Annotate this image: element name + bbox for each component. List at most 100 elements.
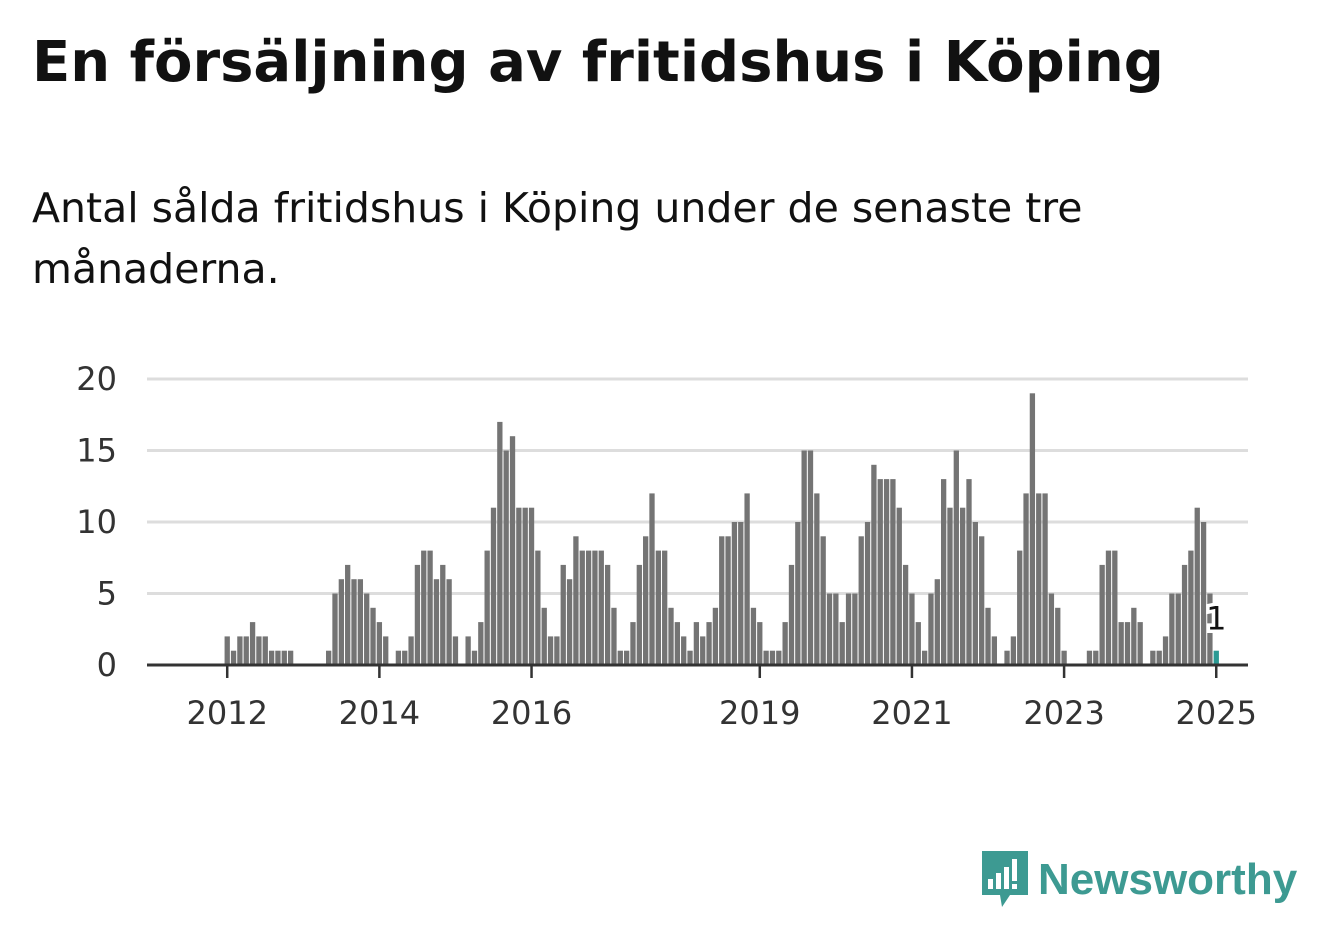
bar	[332, 593, 338, 665]
bar	[1169, 593, 1175, 665]
bar	[788, 564, 795, 665]
bar	[674, 622, 681, 665]
bar	[858, 536, 864, 665]
bar	[668, 607, 674, 665]
grid-lines	[147, 377, 1248, 595]
bar	[592, 550, 598, 665]
bar	[364, 593, 370, 665]
bar	[706, 622, 712, 665]
bar	[1048, 593, 1055, 665]
bar	[636, 564, 642, 665]
bar	[655, 550, 661, 665]
bar	[769, 650, 776, 665]
bar	[1194, 507, 1200, 665]
bar	[262, 636, 268, 665]
bar	[281, 650, 287, 665]
bar	[833, 593, 839, 665]
x-tick-label: 2023	[1023, 694, 1104, 732]
bar	[497, 421, 503, 665]
bar	[370, 607, 376, 665]
bar	[351, 579, 357, 665]
bar	[953, 450, 959, 665]
bar	[1036, 493, 1042, 665]
brand-name: Newsworthy	[1038, 855, 1298, 904]
bar	[1061, 650, 1067, 665]
bar	[433, 579, 440, 665]
bar	[909, 593, 915, 665]
bar	[738, 522, 744, 665]
bar	[585, 550, 592, 665]
bar	[934, 579, 940, 665]
bar	[643, 536, 649, 665]
bar	[979, 536, 985, 665]
bar	[947, 507, 953, 665]
bar	[275, 650, 281, 665]
bar	[662, 550, 668, 665]
bar	[1162, 636, 1169, 665]
bar	[649, 493, 655, 665]
bar	[471, 650, 478, 665]
bar	[921, 650, 928, 665]
bar	[230, 650, 237, 665]
bar	[490, 507, 497, 665]
bar	[623, 650, 630, 665]
bar	[598, 550, 604, 665]
bar	[991, 636, 998, 665]
bar	[604, 564, 611, 665]
bar	[1029, 393, 1036, 665]
bar	[871, 464, 877, 665]
bar	[1099, 564, 1105, 665]
bar	[1188, 550, 1194, 665]
bar	[256, 636, 262, 665]
bar	[801, 450, 807, 665]
bar	[966, 479, 972, 665]
bar	[383, 636, 389, 665]
bar	[547, 636, 554, 665]
bar	[712, 607, 719, 665]
bar	[611, 607, 617, 665]
bar	[249, 622, 256, 665]
bar	[940, 479, 947, 665]
bar	[744, 493, 750, 665]
bar	[566, 579, 573, 665]
bar	[573, 536, 579, 665]
bar	[427, 550, 433, 665]
bar	[326, 650, 332, 665]
bar	[814, 493, 820, 665]
bar	[478, 622, 484, 665]
bar	[617, 650, 623, 665]
data-label-latest: 1	[1206, 600, 1226, 638]
bar	[864, 522, 871, 665]
x-tick-label: 2025	[1176, 694, 1257, 732]
bar-chart-speech-bubble-icon	[982, 851, 1028, 907]
bar	[345, 564, 351, 665]
bar	[693, 622, 700, 665]
y-axis: 0 5 10 15 20	[76, 360, 117, 684]
bar	[338, 579, 344, 665]
bar	[845, 593, 852, 665]
bar	[807, 450, 814, 665]
y-tick-label: 15	[76, 432, 117, 470]
bar	[630, 622, 636, 665]
page-subtitle: Antal sålda fritidshus i Köping under de…	[32, 184, 1083, 293]
y-tick-label: 0	[97, 646, 117, 684]
bar	[731, 522, 738, 665]
bar	[465, 636, 471, 665]
bar	[1200, 522, 1207, 665]
bar	[1124, 622, 1131, 665]
bar	[402, 650, 408, 665]
bar	[224, 636, 230, 665]
bar	[414, 564, 421, 665]
bar	[541, 607, 547, 665]
bar	[452, 636, 459, 665]
y-tick-label: 10	[76, 503, 117, 541]
bar	[896, 507, 902, 665]
bar	[522, 507, 528, 665]
x-tick-label: 2014	[339, 694, 420, 732]
bar	[1093, 650, 1099, 665]
bar	[1010, 636, 1017, 665]
bar	[750, 607, 757, 665]
bar	[681, 636, 687, 665]
x-tick-label: 2016	[491, 694, 572, 732]
